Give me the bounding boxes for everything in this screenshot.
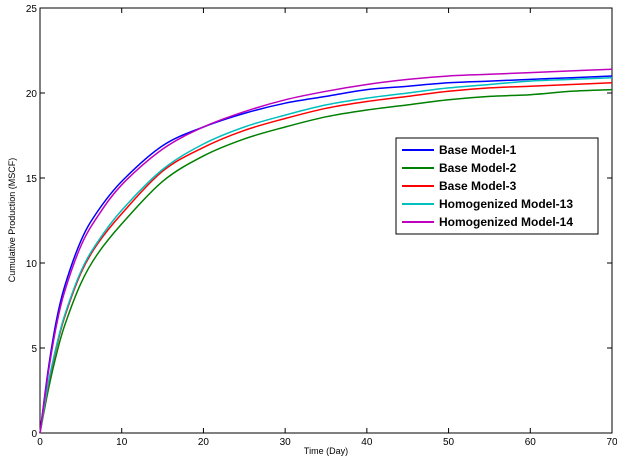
y-tick-label: 15 (26, 174, 38, 185)
legend-label-2: Base Model-2 (439, 161, 517, 175)
legend-label-4: Homogenized Model-13 (439, 197, 573, 211)
y-axis-label: Cumulative Production (MSCF) (7, 158, 17, 283)
x-tick-label: 20 (198, 437, 210, 448)
series-line-4 (39, 76, 613, 434)
x-tick-label: 60 (525, 437, 537, 448)
x-tick-label: 40 (361, 437, 373, 448)
x-tick-label: 70 (606, 437, 617, 448)
x-tick-label: 0 (37, 437, 43, 448)
x-tick-label: 30 (280, 437, 292, 448)
y-tick-label: 0 (31, 429, 37, 440)
axis-ticks: 0 10 20 30 40 50 60 70 0 5 10 15 20 25 (26, 4, 617, 448)
y-tick-label: 25 (26, 4, 38, 15)
legend: Base Model-1 Base Model-2 Base Model-3 Homo… (395, 137, 599, 235)
legend-label-3: Base Model-3 (439, 179, 517, 193)
series-line-1 (39, 75, 613, 434)
x-tick-label: 10 (116, 437, 128, 448)
legend-label-5: Homogenized Model-14 (439, 215, 573, 229)
y-tick-label: 5 (31, 344, 37, 355)
series-line-5 (39, 68, 613, 434)
series-lines (39, 68, 613, 434)
x-axis-label: Time (Day) (304, 446, 348, 456)
y-tick-label: 10 (26, 259, 38, 270)
legend-label-1: Base Model-1 (439, 143, 517, 157)
series-line-2 (39, 88, 613, 434)
y-tick-label: 20 (26, 89, 38, 100)
x-tick-label: 50 (443, 437, 455, 448)
